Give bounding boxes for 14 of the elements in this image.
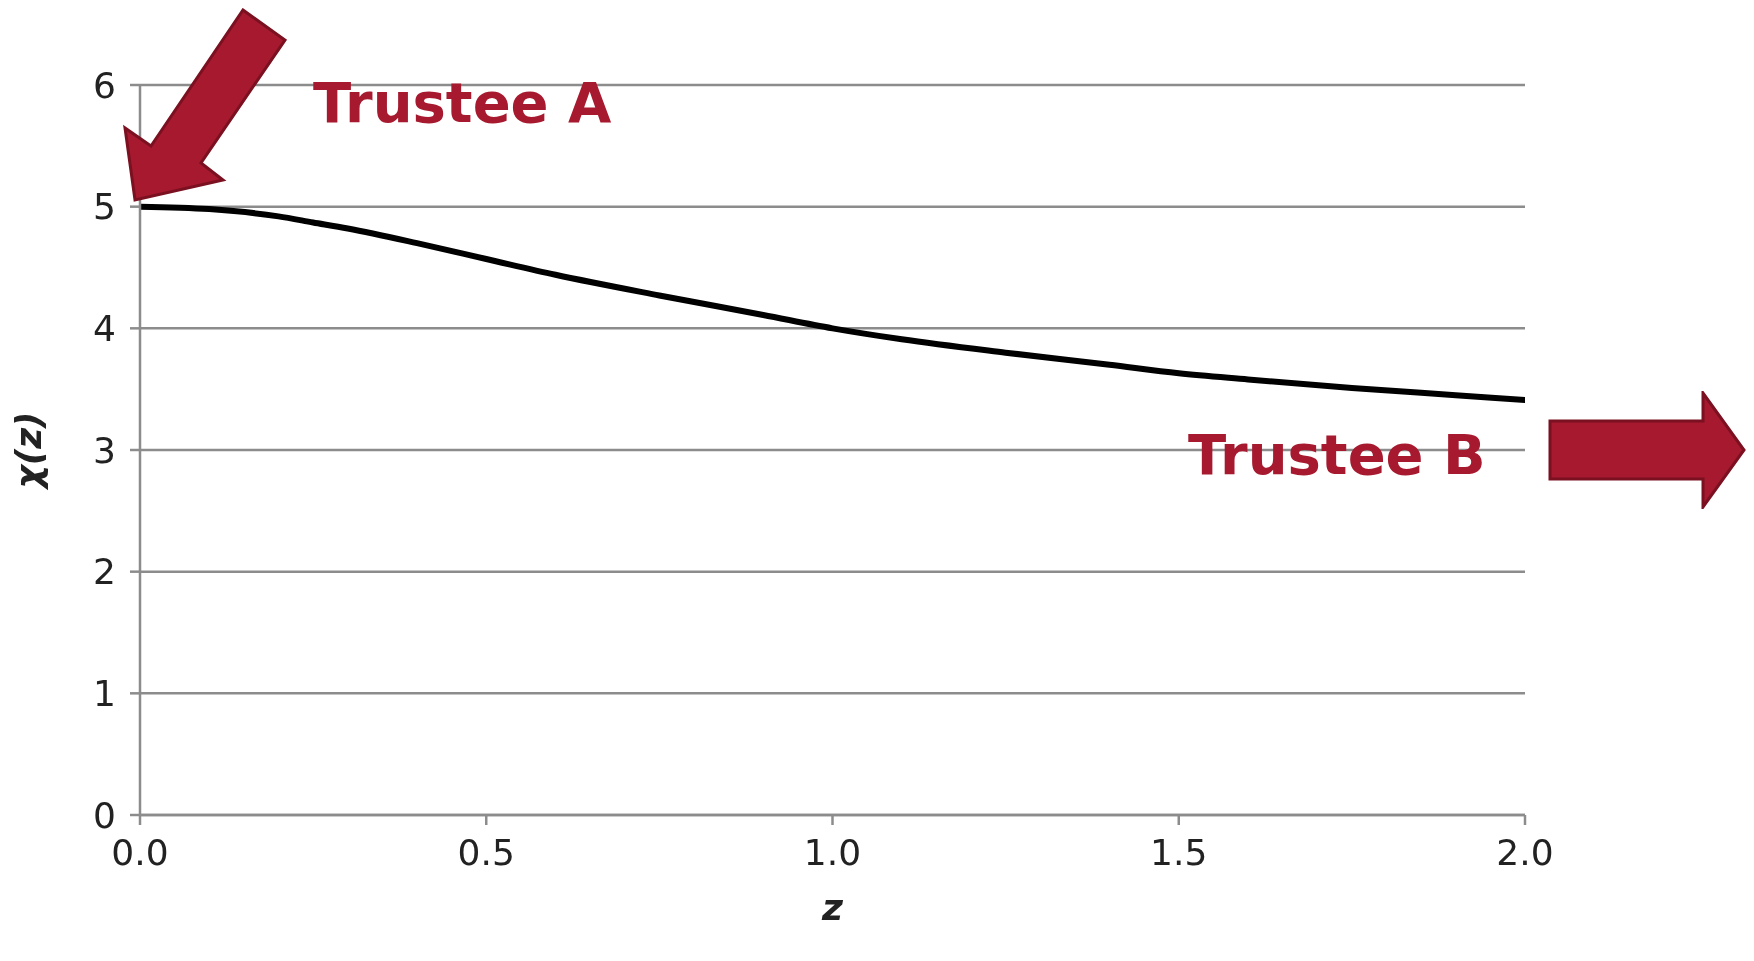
y-tick-label: 5: [93, 186, 116, 228]
annotation: Trustee A: [313, 70, 612, 135]
y-tick-label: 4: [93, 308, 116, 350]
x-tick-label: 0.5: [457, 831, 515, 873]
x-axis-title: z: [821, 887, 845, 928]
y-tick-label: 6: [93, 64, 116, 106]
x-tick-label: 1.5: [1150, 831, 1208, 873]
y-tick-label: 1: [93, 673, 116, 715]
y-tick-label: 3: [93, 429, 116, 471]
y-tick-label: 2: [93, 551, 116, 593]
annotation: Trustee B: [1188, 422, 1486, 487]
y-axis-title: χ(z): [7, 411, 49, 491]
x-tick-label: 1.0: [803, 831, 862, 873]
x-tick-label: 2.0: [1496, 831, 1554, 873]
